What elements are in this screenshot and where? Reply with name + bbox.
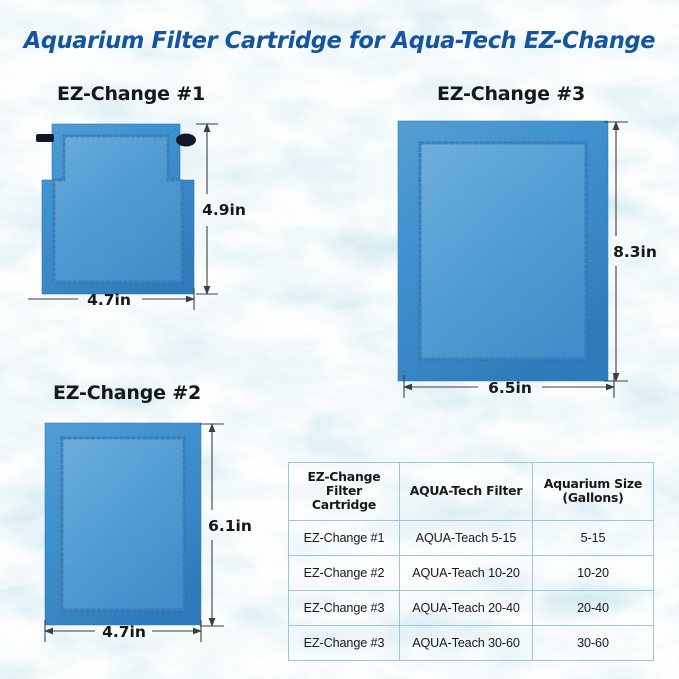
- table-header-cartridge: EZ-Change Filter Cartridge: [288, 462, 400, 521]
- cell-size: 10-20: [532, 554, 654, 591]
- cell-cartridge: EZ-Change #2: [288, 554, 400, 591]
- table-row: EZ-Change #2 AQUA-Teach 10-20 10-20: [288, 554, 654, 591]
- cell-filter: AQUA-Teach 5-15: [399, 519, 533, 556]
- table-header-size: Aquarium Size (Gallons): [532, 462, 654, 521]
- header-line-1: EZ-Change Filter: [307, 469, 381, 498]
- dimension-width-ez-change-2: 4.7in: [102, 623, 146, 641]
- product-image-ez-change-3: [397, 120, 609, 382]
- table-row: EZ-Change #1 AQUA-Teach 5-15 5-15: [288, 519, 654, 556]
- product-label-ez-change-2: EZ-Change #2: [53, 382, 201, 404]
- page-title: Aquarium Filter Cartridge for Aqua-Tech …: [23, 26, 656, 54]
- cell-filter: AQUA-Teach 20-40: [399, 589, 533, 626]
- tab-left-icon: [36, 134, 54, 142]
- header-line-1: AQUA-Tech Filter: [409, 482, 523, 498]
- table-row: EZ-Change #3 AQUA-Teach 30-60 30-60: [288, 624, 654, 661]
- dimension-width-ez-change-1: 4.7in: [87, 291, 131, 309]
- cell-cartridge: EZ-Change #3: [288, 589, 400, 626]
- dimension-height-ez-change-3: 8.3in: [613, 243, 657, 261]
- header-line-2: (Gallons): [562, 489, 624, 505]
- header-line-2: Cartridge: [311, 496, 377, 512]
- cell-filter: AQUA-Teach 30-60: [399, 624, 533, 661]
- product-label-ez-change-1: EZ-Change #1: [57, 83, 205, 105]
- table-row: EZ-Change #3 AQUA-Teach 20-40 20-40: [288, 589, 654, 626]
- cell-filter: AQUA-Teach 10-20: [399, 554, 533, 591]
- dimensions-ez-change-3: 8.3in 6.5in: [403, 121, 657, 398]
- dimensions-ez-change-1: 4.9in 4.7in: [28, 123, 246, 310]
- dimension-height-ez-change-1: 4.9in: [202, 201, 246, 219]
- cell-size: 30-60: [532, 624, 654, 661]
- table-header-filter: AQUA-Tech Filter: [399, 462, 533, 521]
- cell-cartridge: EZ-Change #3: [288, 624, 400, 661]
- cell-cartridge: EZ-Change #1: [288, 519, 400, 556]
- cell-size: 20-40: [532, 589, 654, 626]
- compatibility-table: EZ-Change Filter Cartridge AQUA-Tech Fil…: [288, 462, 654, 661]
- header-line-1: Aquarium Size: [543, 475, 643, 491]
- table-header-row: EZ-Change Filter Cartridge AQUA-Tech Fil…: [288, 462, 654, 521]
- dimension-height-ez-change-2: 6.1in: [208, 517, 252, 535]
- dimension-width-ez-change-3: 6.5in: [488, 379, 532, 397]
- cell-size: 5-15: [532, 519, 654, 556]
- product-label-ez-change-3: EZ-Change #3: [437, 83, 585, 105]
- dimensions-ez-change-2: 6.1in 4.7in: [44, 423, 252, 642]
- product-image-ez-change-2: [44, 422, 202, 626]
- tab-right-icon: [176, 133, 196, 147]
